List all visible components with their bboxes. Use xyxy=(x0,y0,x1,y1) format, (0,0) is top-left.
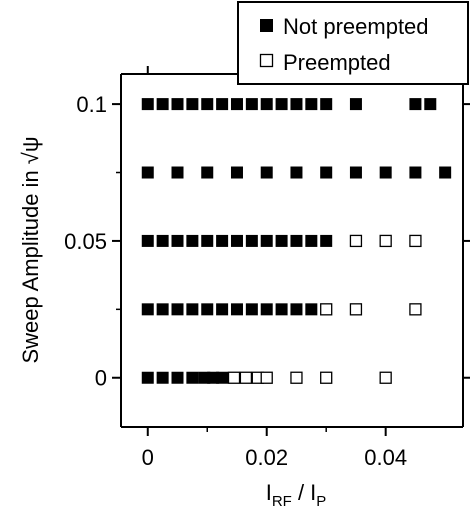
not-preempted-point xyxy=(201,166,214,179)
not-preempted-point xyxy=(216,371,229,384)
not-preempted-point xyxy=(156,234,169,247)
not-preempted-point xyxy=(260,234,273,247)
x-tick-label: 0 xyxy=(142,445,154,470)
not-preempted-point xyxy=(201,98,214,111)
not-preempted-point xyxy=(171,98,184,111)
not-preempted-point xyxy=(245,234,258,247)
not-preempted-point xyxy=(171,303,184,316)
not-preempted-point xyxy=(290,166,303,179)
not-preempted-point xyxy=(349,166,362,179)
not-preempted-point xyxy=(245,303,258,316)
preempted-point xyxy=(379,234,392,248)
not-preempted-point xyxy=(305,303,318,316)
not-preempted-point xyxy=(156,303,169,316)
not-preempted-point xyxy=(305,234,318,247)
axis-ticks xyxy=(112,66,470,436)
x-tick-label: 0.02 xyxy=(245,445,288,470)
preempted-point xyxy=(227,371,241,384)
not-preempted-point xyxy=(379,166,392,179)
not-preempted-point xyxy=(260,98,273,111)
preempted-point xyxy=(320,371,333,384)
not-preempted-point xyxy=(171,234,184,247)
not-preempted-point xyxy=(230,303,243,316)
not-preempted-point xyxy=(141,98,154,111)
x-axis-title: IRF / IP xyxy=(266,480,327,510)
y-axis-title: Sweep Amplitude in √ψ xyxy=(18,136,43,363)
not-preempted-point xyxy=(141,166,154,179)
not-preempted-point xyxy=(186,98,199,111)
not-preempted-point xyxy=(186,234,199,247)
legend-open-square-icon xyxy=(259,53,274,68)
not-preempted-point xyxy=(230,166,243,179)
not-preempted-point xyxy=(290,98,303,111)
legend-filled-square-icon xyxy=(260,19,273,32)
not-preempted-point xyxy=(171,371,184,384)
not-preempted-point xyxy=(141,303,154,316)
not-preempted-point xyxy=(141,234,154,247)
legend-label-preempted: Preempted xyxy=(283,50,391,75)
not-preempted-point xyxy=(230,234,243,247)
y-tick-label: 0.05 xyxy=(64,229,107,254)
data-points xyxy=(141,98,452,384)
preempted-point xyxy=(260,371,273,384)
tick-labels: 0 0.02 0.04 0 0.05 0.1 xyxy=(64,92,407,470)
not-preempted-point xyxy=(156,98,169,111)
not-preempted-point xyxy=(230,98,243,111)
not-preempted-point xyxy=(186,371,199,384)
y-tick-label: 0.1 xyxy=(76,92,107,117)
not-preempted-point xyxy=(156,371,169,384)
not-preempted-point xyxy=(275,303,288,316)
not-preempted-point xyxy=(186,303,199,316)
not-preempted-point xyxy=(245,98,258,111)
preempted-point xyxy=(239,371,253,384)
preempted-point xyxy=(290,371,303,384)
not-preempted-point xyxy=(275,98,288,111)
y-tick-label: 0 xyxy=(95,366,107,391)
not-preempted-point xyxy=(260,166,273,179)
not-preempted-point xyxy=(216,303,229,316)
not-preempted-point xyxy=(290,234,303,247)
preempted-point xyxy=(349,303,363,316)
not-preempted-point xyxy=(171,166,184,179)
not-preempted-point xyxy=(424,98,437,111)
not-preempted-point xyxy=(409,166,422,179)
not-preempted-point xyxy=(439,166,452,179)
preempted-point xyxy=(320,303,333,316)
not-preempted-point xyxy=(290,303,303,316)
x-tick-label: 0.04 xyxy=(364,445,407,470)
not-preempted-point xyxy=(216,98,229,111)
not-preempted-point xyxy=(201,303,214,316)
legend-box xyxy=(237,1,469,85)
preempted-point xyxy=(409,303,422,316)
not-preempted-point xyxy=(320,234,333,247)
not-preempted-point xyxy=(320,98,333,111)
not-preempted-point xyxy=(216,234,229,247)
not-preempted-point xyxy=(409,98,422,111)
preempted-point xyxy=(379,371,392,384)
legend: Not preempted Preempted xyxy=(237,1,469,85)
not-preempted-point xyxy=(260,303,273,316)
preempted-point xyxy=(409,234,422,248)
not-preempted-point xyxy=(201,234,214,247)
not-preempted-point xyxy=(349,98,362,111)
preempted-point xyxy=(349,234,363,248)
not-preempted-point xyxy=(275,234,288,247)
not-preempted-point xyxy=(320,166,333,179)
not-preempted-point xyxy=(305,98,318,111)
legend-label-not-preempted: Not preempted xyxy=(283,14,429,39)
not-preempted-point xyxy=(141,371,154,384)
